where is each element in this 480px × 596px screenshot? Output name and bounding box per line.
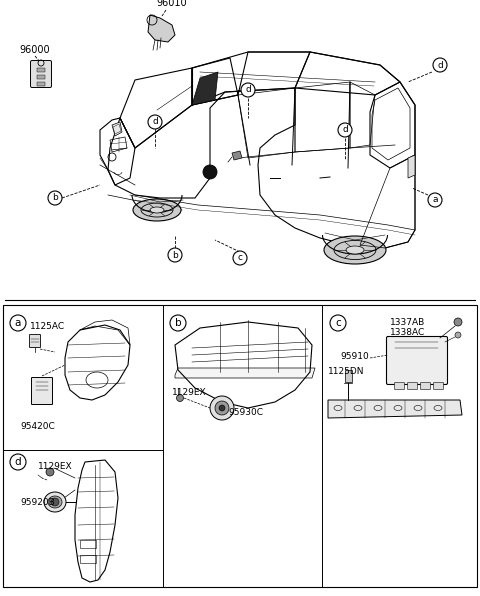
Text: a: a (15, 318, 21, 328)
Circle shape (219, 405, 225, 411)
FancyBboxPatch shape (395, 383, 405, 390)
Text: 95910: 95910 (340, 352, 369, 361)
Text: 95930C: 95930C (228, 408, 263, 417)
Polygon shape (148, 15, 175, 42)
Text: d: d (342, 126, 348, 135)
Circle shape (428, 193, 442, 207)
Ellipse shape (324, 236, 386, 264)
Text: d: d (152, 117, 158, 126)
Circle shape (170, 315, 186, 331)
Circle shape (51, 498, 59, 506)
Ellipse shape (150, 207, 164, 213)
Circle shape (433, 58, 447, 72)
Text: d: d (245, 85, 251, 95)
Circle shape (241, 83, 255, 97)
Text: d: d (15, 457, 21, 467)
Bar (80, 540, 96, 548)
Text: 1129EX: 1129EX (172, 388, 206, 397)
Circle shape (233, 251, 247, 265)
Circle shape (10, 454, 26, 470)
FancyBboxPatch shape (29, 334, 40, 347)
Bar (345, 370, 352, 382)
Text: 96000: 96000 (20, 45, 50, 55)
Polygon shape (175, 368, 315, 378)
Bar (37, 75, 45, 79)
Text: 95920B: 95920B (20, 498, 55, 507)
Polygon shape (112, 122, 122, 136)
Circle shape (455, 332, 461, 338)
Circle shape (10, 315, 26, 331)
Circle shape (203, 165, 217, 179)
Text: 1338AC: 1338AC (390, 328, 425, 337)
Ellipse shape (133, 199, 181, 221)
Ellipse shape (44, 492, 66, 512)
Polygon shape (192, 72, 218, 105)
Circle shape (48, 191, 62, 205)
Text: c: c (335, 318, 341, 328)
FancyBboxPatch shape (31, 61, 51, 88)
Text: b: b (175, 318, 181, 328)
Bar (3, 305, 477, 587)
Polygon shape (328, 400, 462, 418)
Text: 96010: 96010 (156, 0, 187, 8)
Circle shape (330, 315, 346, 331)
Ellipse shape (346, 246, 364, 254)
Text: b: b (172, 250, 178, 259)
Text: c: c (238, 253, 242, 262)
Bar (37, 82, 45, 86)
Text: a: a (432, 195, 438, 204)
Polygon shape (408, 155, 415, 178)
Text: 1125DN: 1125DN (328, 367, 364, 376)
FancyBboxPatch shape (408, 383, 418, 390)
Circle shape (215, 401, 229, 415)
Circle shape (338, 123, 352, 137)
Bar (37, 68, 45, 72)
Text: 1125AC: 1125AC (30, 322, 65, 331)
FancyBboxPatch shape (420, 383, 431, 390)
Circle shape (148, 115, 162, 129)
Text: 1129EX: 1129EX (38, 462, 72, 471)
FancyBboxPatch shape (32, 377, 52, 405)
Polygon shape (232, 151, 242, 160)
Circle shape (210, 396, 234, 420)
FancyBboxPatch shape (386, 337, 447, 384)
Text: d: d (437, 61, 443, 70)
Text: b: b (52, 194, 58, 203)
Bar (80, 555, 96, 563)
Text: 95420C: 95420C (20, 422, 55, 431)
Circle shape (168, 248, 182, 262)
Text: 1337AB: 1337AB (390, 318, 425, 327)
Ellipse shape (48, 496, 62, 508)
Circle shape (177, 395, 183, 402)
FancyBboxPatch shape (433, 383, 444, 390)
Circle shape (46, 468, 54, 476)
Circle shape (454, 318, 462, 326)
